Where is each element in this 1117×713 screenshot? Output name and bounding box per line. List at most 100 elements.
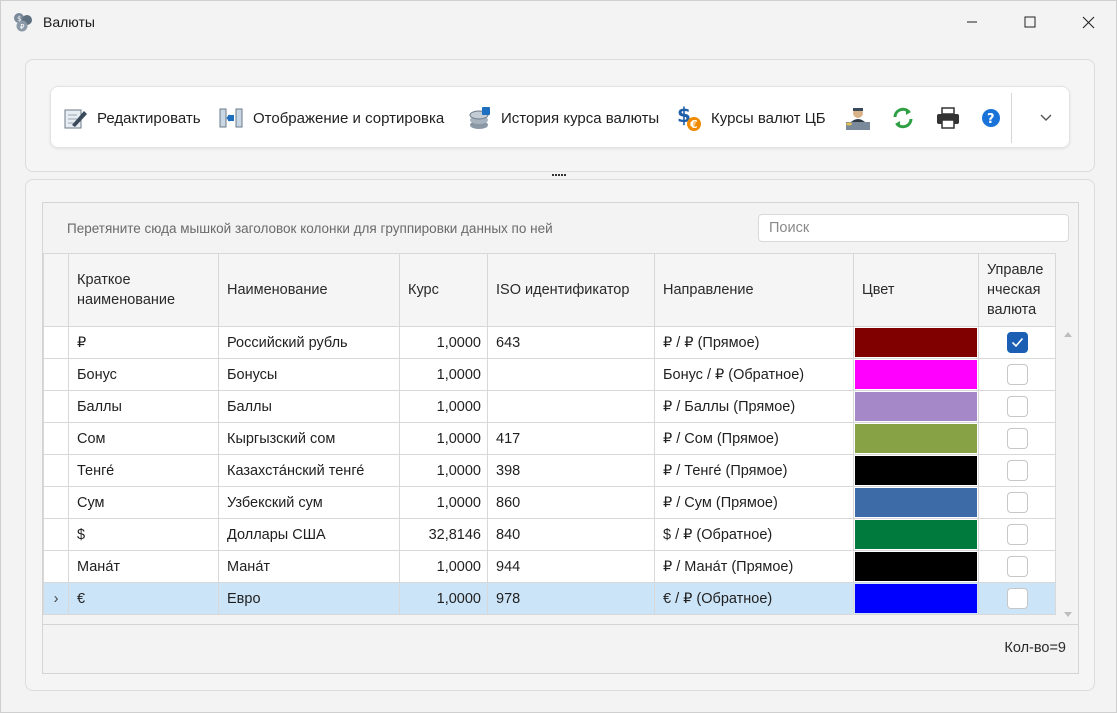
cell-color[interactable]	[853, 550, 979, 583]
managerial-checkbox[interactable]	[1006, 332, 1028, 353]
cb-rates-button[interactable]: $ € Курсы валют ЦБ	[675, 87, 826, 149]
edit-button[interactable]: Редактировать	[61, 87, 201, 149]
cell-color[interactable]	[853, 518, 979, 551]
cell-iso[interactable]	[487, 390, 655, 423]
cell-rate[interactable]: 32,8146	[399, 518, 488, 551]
cell-short-name[interactable]: ₽	[68, 326, 219, 359]
cell-name[interactable]: Российский рубль	[218, 326, 400, 359]
managerial-checkbox[interactable]	[1006, 524, 1028, 545]
cell-iso[interactable]: 944	[487, 550, 655, 583]
cell-managerial[interactable]	[978, 486, 1056, 519]
cell-short-name[interactable]: Тенге́	[68, 454, 219, 487]
cell-managerial[interactable]	[978, 326, 1056, 359]
table-row[interactable]: Мана́т Мана́т 1,0000 944 ₽ / Мана́т (Прямое)	[43, 550, 1056, 583]
cell-short-name[interactable]: Сом	[68, 422, 219, 455]
managerial-checkbox[interactable]	[1006, 396, 1028, 417]
table-row[interactable]: Сом Кыргызский сом 1,0000 417 ₽ / Сом (Прямо…	[43, 422, 1056, 455]
cell-iso[interactable]: 860	[487, 486, 655, 519]
row-indicator[interactable]	[43, 390, 69, 423]
cell-name[interactable]: Кыргызский сом	[218, 422, 400, 455]
display-sort-button[interactable]: Отображение и сортировка	[217, 87, 444, 149]
toolbar-more-button[interactable]	[1031, 103, 1061, 133]
managerial-checkbox[interactable]	[1006, 428, 1028, 449]
cell-name[interactable]: Казахста́нский тенге́	[218, 454, 400, 487]
search-input[interactable]	[758, 214, 1069, 242]
managerial-checkbox[interactable]	[1006, 364, 1028, 385]
row-indicator[interactable]	[43, 550, 69, 583]
cell-color[interactable]	[853, 422, 979, 455]
cell-rate[interactable]: 1,0000	[399, 486, 488, 519]
cell-iso[interactable]: 417	[487, 422, 655, 455]
cell-short-name[interactable]: Бонус	[68, 358, 219, 391]
managerial-checkbox[interactable]	[1006, 588, 1028, 609]
cell-color[interactable]	[853, 582, 979, 615]
column-header-direction[interactable]: Направление	[654, 253, 854, 327]
cell-short-name[interactable]: €	[68, 582, 219, 615]
cell-managerial[interactable]	[978, 582, 1056, 615]
row-indicator[interactable]	[43, 486, 69, 519]
cell-name[interactable]: Узбекский сум	[218, 486, 400, 519]
row-indicator[interactable]	[43, 358, 69, 391]
cell-direction[interactable]: ₽ / Тенге́ (Прямое)	[654, 454, 854, 487]
cell-rate[interactable]: 1,0000	[399, 454, 488, 487]
table-row[interactable]: Бонус Бонусы 1,0000 Бонус / ₽ (Обратное)	[43, 358, 1056, 391]
cell-rate[interactable]: 1,0000	[399, 550, 488, 583]
cell-direction[interactable]: ₽ / Сум (Прямое)	[654, 486, 854, 519]
cell-short-name[interactable]: Сум	[68, 486, 219, 519]
close-button[interactable]	[1065, 7, 1111, 37]
table-row[interactable]: ₽ Российский рубль 1,0000 643 ₽ / ₽ (Прямое)	[43, 326, 1056, 359]
column-header-managerial[interactable]: Управленческая валюта	[978, 253, 1056, 327]
panel-splitter-handle[interactable]	[550, 172, 568, 178]
cell-direction[interactable]: $ / ₽ (Обратное)	[654, 518, 854, 551]
row-indicator[interactable]	[43, 454, 69, 487]
banker-button[interactable]	[844, 87, 872, 149]
cell-managerial[interactable]	[978, 422, 1056, 455]
cell-color[interactable]	[853, 326, 979, 359]
cell-name[interactable]: Бонусы	[218, 358, 400, 391]
table-row[interactable]: $ Доллары США 32,8146 840 $ / ₽ (Обратное)	[43, 518, 1056, 551]
print-button[interactable]	[934, 87, 962, 149]
cell-name[interactable]: Мана́т	[218, 550, 400, 583]
cell-name[interactable]: Доллары США	[218, 518, 400, 551]
minimize-button[interactable]	[949, 7, 995, 37]
table-row[interactable]: Тенге́ Казахста́нский тенге́ 1,0000 398 ₽ / …	[43, 454, 1056, 487]
table-row[interactable]: › € Евро 1,0000 978 € / ₽ (Обратное)	[43, 582, 1056, 615]
refresh-button[interactable]	[889, 87, 917, 149]
table-row[interactable]: Сум Узбекский сум 1,0000 860 ₽ / Сум (Прямое…	[43, 486, 1056, 519]
table-row[interactable]: Баллы Баллы 1,0000 ₽ / Баллы (Прямое)	[43, 390, 1056, 423]
cell-managerial[interactable]	[978, 454, 1056, 487]
cell-managerial[interactable]	[978, 358, 1056, 391]
column-header-short-name[interactable]: Краткое наименование	[68, 253, 219, 327]
row-indicator[interactable]	[43, 422, 69, 455]
cell-color[interactable]	[853, 358, 979, 391]
cell-rate[interactable]: 1,0000	[399, 422, 488, 455]
row-indicator[interactable]	[43, 326, 69, 359]
vertical-scrollbar[interactable]	[1059, 327, 1077, 625]
cell-direction[interactable]: ₽ / Баллы (Прямое)	[654, 390, 854, 423]
managerial-checkbox[interactable]	[1006, 492, 1028, 513]
cell-managerial[interactable]	[978, 550, 1056, 583]
cell-managerial[interactable]	[978, 390, 1056, 423]
cell-short-name[interactable]: $	[68, 518, 219, 551]
cell-rate[interactable]: 1,0000	[399, 358, 488, 391]
cell-iso[interactable]: 643	[487, 326, 655, 359]
cell-color[interactable]	[853, 390, 979, 423]
cell-rate[interactable]: 1,0000	[399, 390, 488, 423]
column-header-iso[interactable]: ISO идентификатор	[487, 253, 655, 327]
cell-short-name[interactable]: Баллы	[68, 390, 219, 423]
cell-rate[interactable]: 1,0000	[399, 582, 488, 615]
managerial-checkbox[interactable]	[1006, 556, 1028, 577]
cell-iso[interactable]: 978	[487, 582, 655, 615]
rate-history-button[interactable]: История курса валюты	[465, 87, 659, 149]
cell-direction[interactable]: ₽ / ₽ (Прямое)	[654, 326, 854, 359]
cell-color[interactable]	[853, 454, 979, 487]
cell-name[interactable]: Баллы	[218, 390, 400, 423]
cell-managerial[interactable]	[978, 518, 1056, 551]
cell-color[interactable]	[853, 486, 979, 519]
cell-rate[interactable]: 1,0000	[399, 326, 488, 359]
cell-direction[interactable]: ₽ / Мана́т (Прямое)	[654, 550, 854, 583]
managerial-checkbox[interactable]	[1006, 460, 1028, 481]
cell-iso[interactable]: 840	[487, 518, 655, 551]
cell-direction[interactable]: € / ₽ (Обратное)	[654, 582, 854, 615]
cell-iso[interactable]: 398	[487, 454, 655, 487]
